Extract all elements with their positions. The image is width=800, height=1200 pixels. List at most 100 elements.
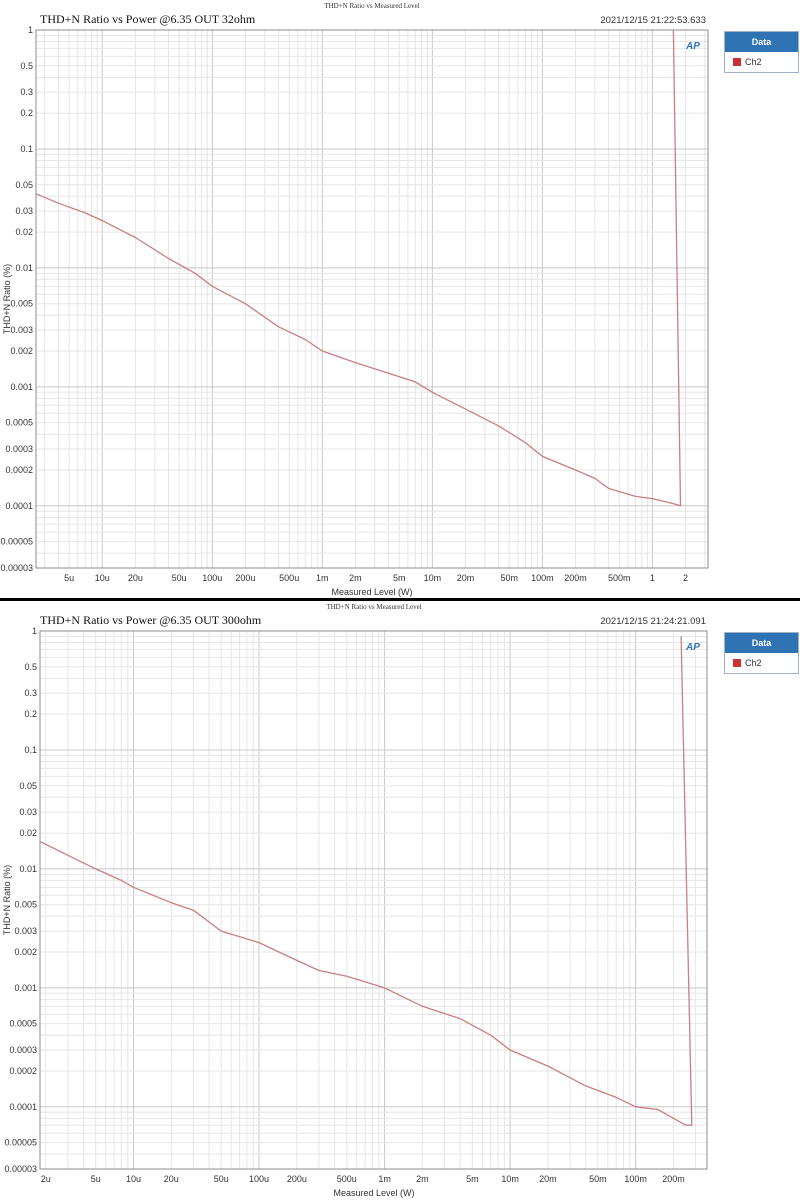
legend: Data Ch2 (724, 31, 799, 73)
y-tick-label: 0.001 (10, 382, 33, 392)
x-tick-label: 200m (662, 1174, 685, 1184)
x-tick-label: 20m (539, 1174, 557, 1184)
y-tick-label: 0.003 (10, 325, 33, 335)
x-tick-label: 200u (235, 573, 255, 583)
y-tick-label: 0.5 (24, 662, 37, 672)
legend: Data Ch2 (724, 632, 799, 674)
chart-top-title: THD+N Ratio vs Measured Level (324, 2, 419, 10)
x-tick-label: 100u (249, 1174, 269, 1184)
panel-divider (0, 598, 800, 601)
y-tick-label: 0.03 (19, 807, 37, 817)
plot-frame (35, 29, 709, 569)
chart-title: THD+N Ratio vs Power @6.35 OUT 32ohm (40, 12, 256, 26)
x-tick-label: 5u (64, 573, 74, 583)
x-tick-label: 20u (164, 1174, 179, 1184)
x-tick-label: 50u (172, 573, 187, 583)
x-axis-label: Measured Level (W) (333, 1188, 414, 1198)
y-tick-label: 0.0003 (5, 444, 33, 454)
y-tick-label: 0.0001 (9, 1102, 37, 1112)
y-tick-label: 0.01 (15, 263, 33, 273)
y-tick-label: 0.0003 (9, 1045, 37, 1055)
legend-swatch-icon (733, 658, 741, 667)
y-tick-label: 0.5 (20, 61, 33, 71)
y-tick-label: 0.005 (14, 900, 37, 910)
ap-logo-icon: AP (685, 642, 700, 653)
legend-label: Ch2 (745, 56, 762, 67)
x-tick-label: 200u (287, 1174, 307, 1184)
plot-svg: 5u 10u 20u 50u 100u 200u 500u 1m 2m 5m 10m 20m 50m 1 0… (0, 2, 709, 597)
y-tick-label: 0.00005 (4, 1138, 37, 1148)
tick-layer: 2u 5u 10u 20u 50u 100u 200u 500u 1m 2m 5m 10m 20m 50m… (4, 626, 684, 1184)
y-tick-label: 0.2 (24, 709, 37, 719)
y-tick-label: 0.0002 (5, 465, 33, 475)
ap-logo-icon: AP (685, 41, 700, 52)
x-tick-label: 10m (424, 573, 442, 583)
x-tick-label: 2u (41, 1174, 51, 1184)
y-tick-label: 1 (32, 626, 37, 636)
y-tick-label: 0.1 (20, 144, 33, 154)
y-axis-label: THD+N Ratio (%) (2, 865, 12, 935)
chart-timestamp: 2021/12/15 21:22:53.633 (600, 15, 706, 26)
plot-frame (39, 630, 708, 1170)
x-axis-label: Measured Level (W) (331, 587, 412, 597)
y-tick-label: 0.00005 (0, 537, 33, 547)
chart-title: THD+N Ratio vs Power @6.35 OUT 300ohm (40, 613, 262, 627)
chart-timestamp: 2021/12/15 21:24:21.091 (600, 616, 706, 627)
y-tick-label: 0.03 (15, 206, 33, 216)
x-tick-label: 2m (416, 1174, 429, 1184)
x-tick-label: 10m (501, 1174, 519, 1184)
y-tick-label: 0.003 (14, 926, 37, 936)
y-tick-label: 0.3 (24, 688, 37, 698)
y-tick-label: 0.00003 (0, 563, 33, 573)
y-axis-label: THD+N Ratio (%) (2, 264, 12, 334)
y-tick-label: 0.005 (10, 299, 33, 309)
y-tick-label: 0.00003 (4, 1164, 37, 1174)
x-tick-label: 5m (393, 573, 406, 583)
x-tick-label: 5u (91, 1174, 101, 1184)
x-tick-label: 50m (589, 1174, 607, 1184)
x-tick-label: 100u (202, 573, 222, 583)
y-tick-label: 0.0005 (9, 1019, 37, 1029)
y-tick-label: 0.0001 (5, 501, 33, 511)
y-tick-label: 0.0002 (9, 1066, 37, 1076)
x-tick-label: 20m (457, 573, 475, 583)
legend-label: Ch2 (745, 657, 762, 668)
y-tick-label: 0.01 (19, 864, 37, 874)
x-tick-label: 2 (683, 573, 688, 583)
tick-layer: 5u 10u 20u 50u 100u 200u 500u 1m 2m 5m 10m 20m 50m 1 0… (0, 25, 688, 583)
legend-swatch-icon (733, 57, 741, 66)
x-tick-label: 200m (564, 573, 587, 583)
grid-layer (36, 30, 708, 569)
series-layer (35, 29, 682, 507)
y-tick-label: 0.02 (19, 828, 37, 838)
x-tick-label: 50m (501, 573, 519, 583)
x-tick-label: 20u (128, 573, 143, 583)
series-line-ch2 (35, 29, 682, 507)
y-tick-label: 0.2 (20, 108, 33, 118)
x-tick-label: 10u (126, 1174, 141, 1184)
y-tick-label: 0.0005 (5, 418, 33, 428)
chart-top-title: THD+N Ratio vs Measured Level (326, 603, 421, 611)
chart-panel-32ohm: 5u 10u 20u 50u 100u 200u 500u 1m 2m 5m 10m 20m 50m 1 0… (0, 0, 800, 598)
x-tick-label: 100m (624, 1174, 647, 1184)
x-tick-label: 2m (349, 573, 362, 583)
x-tick-label: 1 (650, 573, 655, 583)
y-tick-label: 0.002 (10, 346, 33, 356)
y-tick-label: 0.1 (24, 745, 37, 755)
x-tick-label: 500u (279, 573, 299, 583)
y-tick-label: 0.02 (15, 227, 33, 237)
series-layer (39, 636, 693, 1126)
x-tick-label: 1m (378, 1174, 391, 1184)
plot-svg: 2u 5u 10u 20u 50u 100u 200u 500u 1m 2m 5m 10m 20m 50m… (2, 603, 708, 1198)
legend-entry-ch2[interactable]: Ch2 (725, 653, 798, 672)
legend-entry-ch2[interactable]: Ch2 (725, 52, 798, 71)
y-tick-label: 0.001 (14, 983, 37, 993)
x-tick-label: 500u (337, 1174, 357, 1184)
x-tick-label: 500m (608, 573, 631, 583)
x-tick-label: 1m (316, 573, 329, 583)
y-tick-label: 1 (28, 25, 33, 35)
y-tick-label: 0.05 (15, 180, 33, 190)
legend-title: Data (725, 633, 798, 653)
x-tick-label: 10u (95, 573, 110, 583)
y-tick-label: 0.3 (20, 87, 33, 97)
